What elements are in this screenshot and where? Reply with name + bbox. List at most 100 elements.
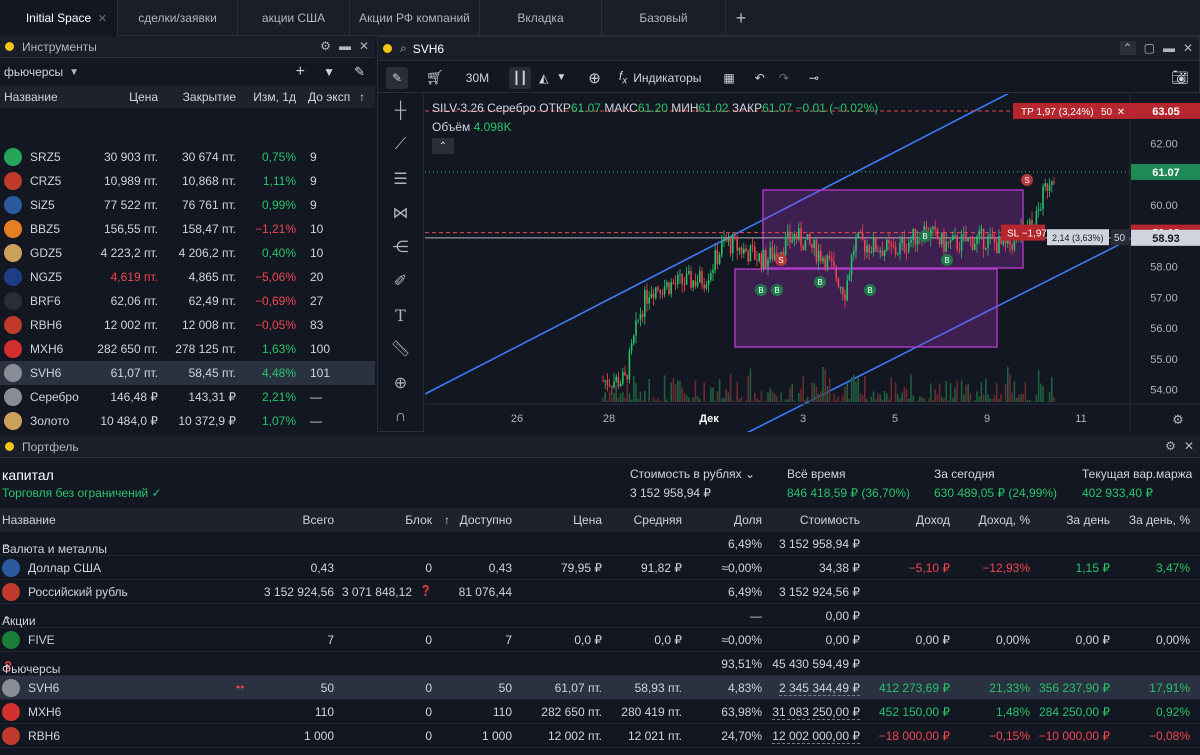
col-share[interactable]: Доля (733, 513, 762, 527)
instrument-row[interactable]: GDZ5 4 223,2 пт. 4 206,2 пт. 0,40% 10 (0, 241, 375, 265)
close-icon[interactable]: ✕ (358, 39, 369, 53)
help-icon[interactable]: ❓ (419, 586, 432, 597)
instrument-row[interactable]: Золото 10 484,0 ₽ 10 372,9 ₽ 1,07% — (0, 409, 375, 431)
instrument-row[interactable]: SiZ5 77 522 пт. 76 761 пт. 0,99% 9 (0, 193, 375, 217)
minimize-icon[interactable]: ▬ (1162, 41, 1175, 55)
position-row[interactable]: SVH6 ●● 50 0 50 61,07 пт. 58,93 пт. 4,83% 2 345 … (0, 676, 1200, 700)
magnet-icon[interactable]: ∩ (394, 408, 407, 425)
buy-marker[interactable]: B (755, 284, 767, 296)
close-icon[interactable]: ✕ (1117, 107, 1125, 118)
col-avg[interactable]: Средняя (633, 513, 682, 527)
instrument-row[interactable]: CRZ5 10,989 пт. 10,868 пт. 1,11% 9 (0, 169, 375, 193)
tab-2[interactable]: акции США (238, 0, 350, 36)
cart-icon[interactable]: 🛒︎ (426, 69, 444, 85)
tab-0[interactable]: Initial Space ✕ (0, 0, 118, 36)
maximize-icon[interactable]: ▢ (1143, 41, 1155, 55)
chevron-up-icon[interactable]: ⌃ (2, 614, 13, 628)
instrument-row[interactable]: Серебро 146,48 ₽ 143,31 ₽ 2,21% — (0, 385, 375, 409)
account-name[interactable]: капитал (2, 467, 54, 483)
tab-3[interactable]: Акции РФ компаний (350, 0, 480, 36)
channel-icon[interactable]: ⋲ (392, 239, 409, 256)
group-row[interactable]: Акции ⌃ — 0,00 ₽ (0, 604, 1200, 628)
instrument-row[interactable]: SVH6 61,07 пт. 58,45 пт. 4,48% 101 (0, 361, 375, 385)
add-icon[interactable]: + (295, 63, 305, 80)
instrument-row[interactable]: NGZ5 4,619 пт. 4,865 пт. −5,06% 20 (0, 265, 375, 289)
link-color-dot[interactable] (383, 44, 392, 53)
tab-4[interactable]: Вкладка (480, 0, 602, 36)
crosshair-tool-icon[interactable]: ┼ (394, 102, 407, 119)
instrument-row[interactable]: RBH6 12 002 пт. 12 008 пт. −0,05% 83 (0, 313, 375, 337)
rectangle-zone-lower[interactable] (734, 268, 998, 348)
buy-marker[interactable]: B (814, 276, 826, 288)
buy-marker[interactable]: B (919, 230, 931, 242)
position-row[interactable]: Российский рубль 3 152 924,56 3 071 848,12… (0, 580, 1200, 604)
position-row[interactable]: RBH6 1 000 0 1 000 12 002 пт. 12 021 пт. 24,70… (0, 724, 1200, 748)
text-tool-icon[interactable]: T (395, 305, 406, 325)
channel-upper-line[interactable] (425, 94, 1085, 395)
col-dayp[interactable]: За день, % (1128, 513, 1190, 527)
help-icon[interactable]: ❓ (2, 662, 15, 673)
pencil-icon[interactable]: ✎ (386, 66, 408, 89)
last-price-badge[interactable]: 61.07 (1131, 163, 1200, 180)
sl-order-label[interactable]: SL −1,97 2,14 (3,63%) 50 (1001, 224, 1129, 246)
fib-lines-icon[interactable]: ☰ (393, 171, 408, 188)
close-icon[interactable]: ✕ (1183, 439, 1194, 453)
col-value[interactable]: Стоимость (799, 513, 860, 527)
group-row[interactable]: Фьючерсы ❓ ⌃ 93,51% 45 430 594,49 ₽ (0, 652, 1200, 676)
camera-icon[interactable]: 📷︎ (1171, 69, 1189, 85)
entry-price-badge[interactable]: 58.93 (1131, 229, 1200, 246)
buy-marker[interactable]: B (864, 284, 876, 296)
tab-close-icon[interactable]: ✕ (97, 12, 107, 25)
brush-icon[interactable]: ✐ (393, 273, 408, 290)
search-icon[interactable]: ⌕ (400, 41, 407, 55)
indicators-button[interactable]: Индикаторы (633, 70, 702, 85)
fx-icon[interactable]: fx (618, 68, 628, 87)
settings-gear-icon[interactable]: ⚙ (1172, 413, 1184, 428)
ruler-icon[interactable]: 📏︎ (390, 341, 411, 358)
col-change[interactable]: Изм, 1д (253, 90, 296, 104)
tab-5[interactable]: Базовый (602, 0, 726, 36)
chart-ticker[interactable]: SVH6 (412, 41, 445, 56)
tab-1[interactable]: сделки/заявки (118, 0, 238, 36)
price-chart[interactable]: SBBBBBBS62.0060.0059.0058.0057.0056.0055… (425, 94, 1200, 432)
group-row[interactable]: Валюта и металлы ⌃ 6,49% 3 152 958,94 ₽ (0, 532, 1200, 556)
col-total[interactable]: Всего (302, 513, 334, 527)
col-incp[interactable]: Доход, % (978, 513, 1030, 527)
col-block[interactable]: Блок (405, 513, 432, 527)
tp-order-label[interactable]: TP 1,97 (3,24%) 50 ✕ (1013, 102, 1131, 119)
zoom-in-icon[interactable]: ⊕ (393, 375, 408, 392)
instrument-row[interactable]: MXH6 282 650 пт. 278 125 пт. 1,63% 100 (0, 337, 375, 361)
instrument-row[interactable]: BRF6 62,06 пт. 62,49 пт. −0,69% 27 (0, 289, 375, 313)
area-chart-icon[interactable]: ◭ (539, 70, 549, 85)
gear-icon[interactable]: ⚙ (1165, 439, 1176, 453)
sell-marker[interactable]: S (1021, 174, 1033, 186)
buy-marker[interactable]: B (771, 284, 783, 296)
collapse-up-icon[interactable]: ⌃ (1119, 41, 1136, 55)
col-day[interactable]: За день (1066, 513, 1110, 527)
stat-label[interactable]: Стоимость в рублях ⌄ (630, 467, 755, 481)
col-avail[interactable]: Доступно (459, 513, 512, 527)
add-circle-icon[interactable]: ⊕ (588, 69, 601, 87)
instrument-row[interactable]: SRZ5 30 903 пт. 30 674 пт. 0,75% 9 (0, 145, 375, 169)
link-color-dot[interactable] (5, 442, 14, 451)
col-expiry[interactable]: До эксп (308, 90, 351, 104)
sell-marker[interactable]: S (775, 254, 787, 266)
candles-icon[interactable]: ┃┃ (509, 66, 532, 89)
timeframe-button[interactable]: 30M (465, 70, 490, 85)
position-row[interactable]: MXH6 110 0 110 282 650 пт. 280 419 пт. 63,98% 3… (0, 700, 1200, 724)
chevron-down-icon[interactable]: ⌄ (741, 467, 756, 481)
trend-line-icon[interactable]: ⟋ (394, 136, 407, 153)
buy-marker[interactable]: B (941, 254, 953, 266)
pattern-icon[interactable]: ⋈ (392, 205, 409, 222)
filter-icon[interactable]: ▼ (323, 65, 335, 79)
rectangle-zone-upper[interactable] (762, 189, 1024, 269)
col-close[interactable]: Закрытие (182, 90, 236, 104)
crosshair-icon[interactable]: ⊸ (808, 70, 819, 85)
chevron-down-icon[interactable]: ▼ (556, 72, 567, 83)
col-name[interactable]: Название (2, 513, 56, 527)
position-row[interactable]: Доллар США 0,43 0 0,43 79,95 ₽ 91,82 ₽ ≈0,00% 3… (0, 556, 1200, 580)
collapse-legend-icon[interactable]: ⌃ (432, 138, 454, 154)
link-color-dot[interactable] (5, 42, 14, 51)
position-row[interactable]: FIVE 7 0 7 0,0 ₽ 0,0 ₽ ≈0,00% 0,00 ₽ 0,00 ₽ 0,00%… (0, 628, 1200, 652)
gear-icon[interactable]: ⚙ (320, 39, 331, 53)
